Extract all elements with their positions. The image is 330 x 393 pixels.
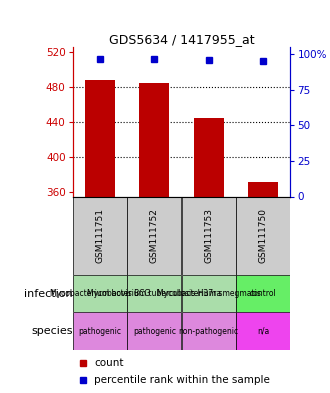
Bar	[85, 80, 115, 196]
Text: GSM111752: GSM111752	[150, 208, 159, 263]
Bar	[182, 196, 236, 275]
Bar	[236, 275, 290, 312]
Bar	[127, 275, 182, 312]
Bar	[127, 312, 182, 350]
Text: species: species	[31, 326, 73, 336]
Text: count: count	[94, 358, 124, 367]
Text: infection: infection	[24, 289, 73, 299]
Bar	[127, 196, 182, 275]
Text: Mycobacterium bovis BCG: Mycobacterium bovis BCG	[50, 289, 150, 298]
Bar	[194, 118, 224, 196]
Bar	[182, 275, 236, 312]
Bar	[139, 83, 169, 196]
Text: pathogenic: pathogenic	[133, 327, 176, 336]
Bar	[248, 182, 278, 196]
Text: GSM111750: GSM111750	[259, 208, 268, 263]
Title: GDS5634 / 1417955_at: GDS5634 / 1417955_at	[109, 33, 254, 46]
Bar	[73, 312, 127, 350]
Bar	[73, 196, 127, 275]
Bar	[236, 196, 290, 275]
Text: pathogenic: pathogenic	[78, 327, 121, 336]
Text: Mycobacterium smegmatis: Mycobacterium smegmatis	[157, 289, 261, 298]
Text: non-pathogenic: non-pathogenic	[179, 327, 239, 336]
Text: Mycobacterium tuberculosis H37ra: Mycobacterium tuberculosis H37ra	[87, 289, 221, 298]
Text: control: control	[250, 289, 277, 298]
Text: GSM111751: GSM111751	[95, 208, 104, 263]
Text: GSM111753: GSM111753	[204, 208, 213, 263]
Bar	[73, 275, 127, 312]
Text: percentile rank within the sample: percentile rank within the sample	[94, 375, 270, 385]
Text: n/a: n/a	[257, 327, 269, 336]
Bar	[182, 312, 236, 350]
Bar	[236, 312, 290, 350]
